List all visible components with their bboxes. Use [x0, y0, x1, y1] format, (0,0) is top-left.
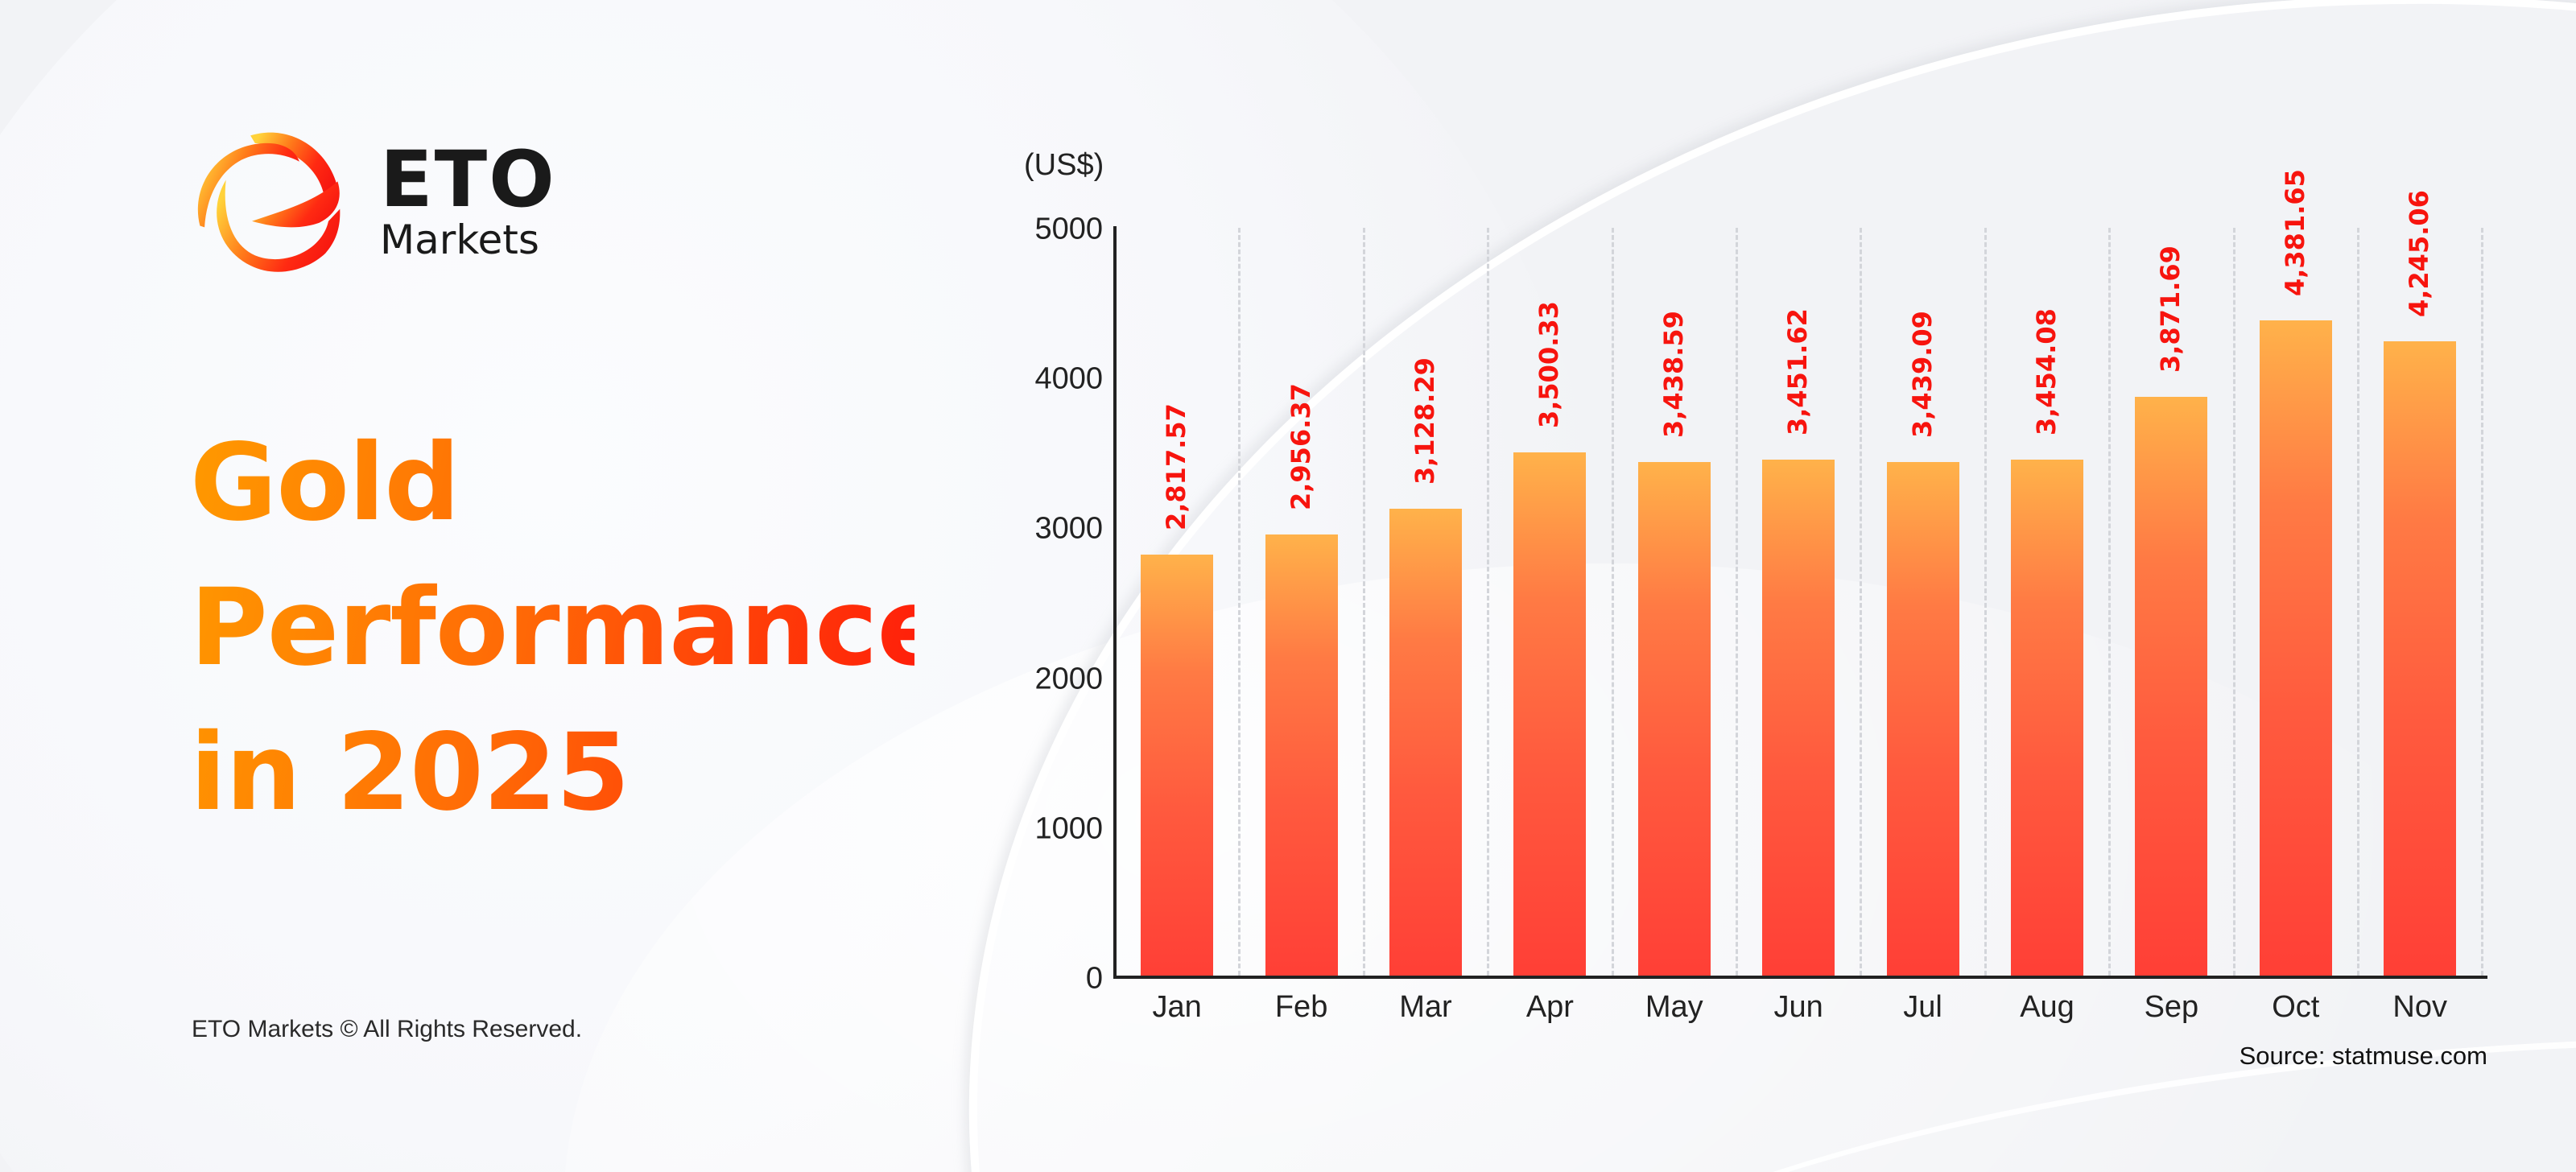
- copyright-text: ETO Markets © All Rights Reserved.: [192, 1016, 583, 1042]
- y-tick-label: 4000: [1034, 361, 1103, 396]
- brand-logo: ETO Markets: [191, 126, 556, 279]
- gridline: [2108, 228, 2112, 976]
- gridline: [2357, 228, 2359, 976]
- eto-logo-icon: [197, 132, 341, 272]
- x-tick-label: Feb: [1274, 990, 1328, 1024]
- x-tick-label: Nov: [2392, 990, 2447, 1024]
- gridline: [1984, 228, 1987, 976]
- y-tick-label: 2000: [1034, 662, 1103, 696]
- source-text: Source: statmuse.com: [2239, 1042, 2487, 1070]
- x-tick-label: Mar: [1399, 990, 1452, 1024]
- gridline: [1860, 228, 1863, 976]
- gridline: [1736, 228, 1738, 976]
- y-tick-label: 3000: [1034, 511, 1103, 546]
- y-tick-label: 1000: [1034, 811, 1103, 846]
- bar-apr: [1513, 452, 1587, 977]
- x-tick-label: May: [1645, 990, 1703, 1024]
- brand-wordmark: ETO Markets: [380, 141, 556, 263]
- bar-may: [1637, 461, 1711, 977]
- x-tick-label: Sep: [2144, 990, 2199, 1024]
- bar-oct: [2259, 320, 2332, 977]
- bar-jun: [1762, 460, 1835, 977]
- x-tick-label: Aug: [2020, 990, 2074, 1024]
- x-tick-label: Apr: [1525, 990, 1574, 1024]
- y-tick-label: 5000: [1034, 212, 1103, 246]
- bar-jul: [1886, 461, 1959, 977]
- y-axis-line: [1113, 226, 1117, 979]
- gridline: [1362, 228, 1365, 976]
- x-tick-label: Oct: [2272, 990, 2320, 1024]
- bar-jan: [1141, 555, 1214, 977]
- brand-subname: Markets: [380, 217, 539, 263]
- brand-name: ETO: [380, 134, 556, 225]
- x-axis-line: [1113, 976, 2487, 979]
- bar-sep: [2135, 397, 2208, 977]
- bar-nov: [2384, 340, 2457, 977]
- bar-feb: [1265, 534, 1338, 977]
- y-tick-label: 0: [1085, 961, 1103, 996]
- bar-mar: [1389, 508, 1462, 977]
- gridline: [1487, 228, 1490, 976]
- bar-aug: [2011, 459, 2083, 977]
- y-axis-unit-label: (US$): [1024, 148, 1104, 182]
- x-tick-label: Jun: [1773, 990, 1823, 1024]
- gridline: [2481, 228, 2484, 976]
- gridline: [1611, 228, 1614, 976]
- gridline: [1238, 228, 1241, 976]
- x-tick-label: Jul: [1903, 990, 1942, 1024]
- x-tick-label: Jan: [1152, 990, 1202, 1024]
- gridline: [2232, 228, 2235, 976]
